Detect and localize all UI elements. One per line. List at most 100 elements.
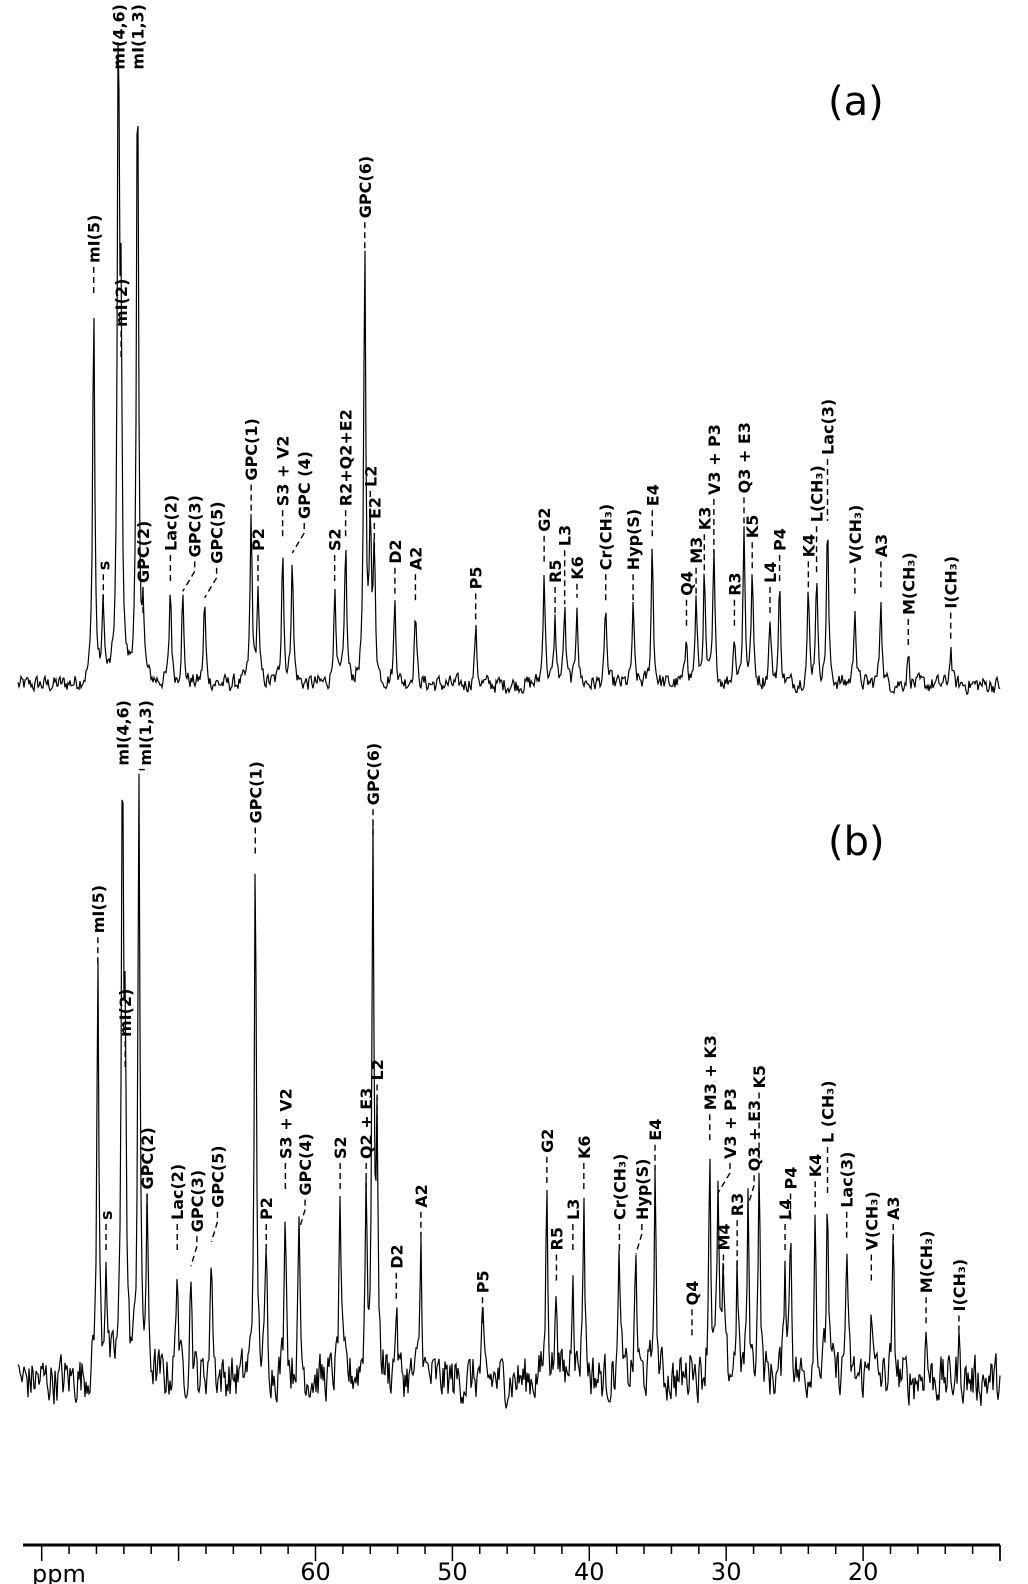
peak-label: Lac(3) [838, 1152, 857, 1208]
peak-label: Hyp(S) [633, 1159, 652, 1220]
peak-label: Hyp(S) [624, 509, 643, 570]
peak-label: K6 [575, 1135, 594, 1159]
peak-label: R5 [546, 560, 565, 583]
peak-label: R3 [728, 1193, 747, 1216]
peak-label: GPC(4) [296, 1133, 315, 1195]
peak-label: GPC(1) [242, 418, 261, 480]
peak-label: S3 + V2 [276, 1088, 295, 1159]
peak-label: A2 [406, 547, 425, 571]
peak-leader [210, 1211, 219, 1243]
peak-label: K4 [799, 534, 818, 558]
x-tick-label: 60 [300, 1558, 331, 1584]
peak-label: A2 [412, 1184, 431, 1208]
peak-label: P4 [782, 1167, 801, 1190]
peak-label: G2 [538, 1129, 557, 1153]
peak-label: Q4 [677, 571, 696, 596]
peak-label: P4 [771, 528, 790, 551]
peak-label: S2 [331, 1136, 350, 1159]
peak-label: L (CH₃) [819, 1080, 838, 1143]
x-tick-label: 20 [848, 1558, 879, 1584]
peak-label: L3 [556, 525, 575, 546]
peak-label: M4 [714, 1223, 733, 1250]
x-tick-label: 30 [711, 1558, 742, 1584]
peak-label: Q3 + E3 [735, 422, 754, 493]
peak-label: E4 [643, 484, 662, 506]
peak-leader [204, 567, 218, 599]
peak-label: R3 [725, 572, 744, 595]
peak-label: Q2 + E3 [357, 1088, 376, 1159]
peak-label: V3 + P3 [721, 1088, 740, 1159]
peak-label: P5 [467, 567, 486, 590]
peak-label: GPC (4) [295, 451, 314, 519]
peak-label: G2 [535, 508, 554, 532]
peak-label: GPC(6) [364, 743, 383, 805]
x-tick-label: 40 [574, 1558, 605, 1584]
peak-leader [717, 1163, 731, 1194]
peak-label: GPC(3) [188, 1170, 207, 1232]
peak-label: Cr(CH₃) [597, 504, 616, 570]
peak-label: L4 [776, 1199, 795, 1220]
peak-label: P2 [249, 528, 268, 551]
peak-label: R2+Q2+E2 [337, 409, 356, 506]
peak-label: K6 [568, 556, 587, 580]
peak-label: mI(4,6) [113, 700, 132, 766]
peak-label: mI(1,3) [129, 4, 148, 70]
peak-label: K5 [743, 515, 762, 539]
peak-leader [635, 1224, 643, 1255]
peak-label: E4 [646, 1119, 665, 1141]
peak-label: M3 [687, 537, 706, 564]
peak-label: V3 + P3 [705, 424, 724, 495]
peak-label: P2 [257, 1197, 276, 1220]
peak-leader [190, 1236, 198, 1267]
spectrum-panel-a: (a) mI(5) s mI(4,6) mI(2) mI(1,3) GPC(2) Lac(2)… [17, 4, 1001, 696]
peak-label: GPC(2) [138, 1127, 157, 1189]
peak-label: GPC(3) [186, 495, 205, 557]
peak-label: L(CH₃) [808, 465, 827, 522]
spectrum-panel-b: (b) mI(5) s mI(4,6) mI(2) mI(1,3) GPC(2) Lac(2)… [17, 700, 1001, 1409]
peak-label: P5 [474, 1270, 493, 1293]
peak-leader [291, 523, 305, 554]
peak-label: mI(2) [112, 279, 131, 327]
x-tick-label: 50 [437, 1558, 468, 1584]
peak-label: D2 [387, 1244, 406, 1268]
peak-label: Lac(3) [819, 399, 838, 455]
peak-label: Cr(CH₃) [610, 1154, 629, 1220]
peak-label: mI(4,6) [109, 4, 128, 70]
peak-label: Q3 + E3 [745, 1100, 764, 1171]
peak-label: R5 [547, 1227, 566, 1250]
peak-label: L2 [361, 466, 380, 487]
peak-label: K4 [806, 1154, 825, 1178]
peak-label: Q4 [683, 1281, 702, 1306]
peak-label: K3 [695, 507, 714, 531]
peak-label: A3 [884, 1196, 903, 1220]
peak-label: L3 [564, 1199, 583, 1220]
spectrum-line [17, 42, 1001, 696]
panel-tag: (b) [828, 819, 885, 865]
peak-label: GPC(1) [246, 761, 265, 823]
peak-label: E2 [365, 497, 384, 519]
peak-label: D2 [386, 539, 405, 563]
peak-label: L4 [761, 562, 780, 583]
panel-tag: (a) [828, 79, 884, 125]
peak-label: L2 [368, 1059, 387, 1080]
peak-label: GPC(5) [208, 501, 227, 563]
peak-label: I(CH₃) [942, 556, 961, 609]
peak-label: Lac(2) [168, 1164, 187, 1220]
peak-label: A3 [872, 534, 891, 558]
peak-leader [747, 1175, 755, 1206]
peak-label: K5 [750, 1065, 769, 1089]
peak-label: S3 + V2 [274, 435, 293, 506]
peak-label: V(CH₃) [862, 1191, 881, 1250]
peak-leader [298, 1199, 306, 1230]
peak-label: M3 + K3 [701, 1035, 720, 1110]
peak-leader [182, 561, 196, 592]
ppm-axis: 60 50 40 30 20 ppm [23, 1543, 1001, 1584]
peak-label: mI(5) [89, 885, 108, 933]
peak-label: M(CH₃) [899, 552, 918, 615]
peak-label: I(CH₃) [950, 1259, 969, 1312]
spectrum-line [17, 773, 1001, 1409]
peak-label: s [97, 1210, 116, 1220]
peak-label: Lac(2) [161, 495, 180, 551]
peak-label: s [94, 561, 113, 571]
